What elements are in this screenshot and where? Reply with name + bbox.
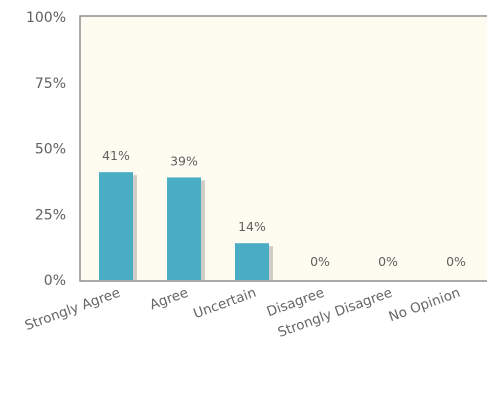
- bar: [235, 243, 269, 280]
- data-label: 0%: [446, 254, 466, 269]
- data-label: 0%: [378, 254, 398, 269]
- y-axis-ticks: 0% 25% 50% 75% 100%: [26, 10, 66, 289]
- y-tick-label: 100%: [26, 10, 66, 26]
- data-label: 39%: [170, 153, 198, 168]
- data-label: 0%: [310, 254, 330, 269]
- data-label: 41%: [102, 148, 130, 163]
- x-tick-label: No Opinion: [387, 285, 463, 326]
- y-tick-label: 75%: [35, 76, 66, 92]
- y-tick-label: 25%: [35, 207, 66, 223]
- x-tick-label: Agree: [148, 285, 191, 314]
- data-labels: 41% 39% 14% 0% 0% 0%: [102, 148, 466, 269]
- y-tick-label: 50%: [35, 142, 66, 158]
- x-tick-label: Strongly Agree: [23, 285, 123, 334]
- data-label: 14%: [238, 219, 266, 234]
- plot-area: [79, 15, 487, 282]
- x-tick-label: Uncertain: [191, 285, 258, 322]
- y-tick-label: 0%: [44, 273, 66, 289]
- bar: [167, 177, 201, 280]
- x-axis-labels: Strongly Agree Agree Uncertain DisagreeStro…: [23, 285, 463, 341]
- bars: [99, 172, 269, 280]
- x-tick-label: Strongly Disagree: [276, 285, 395, 341]
- bar: [99, 172, 133, 280]
